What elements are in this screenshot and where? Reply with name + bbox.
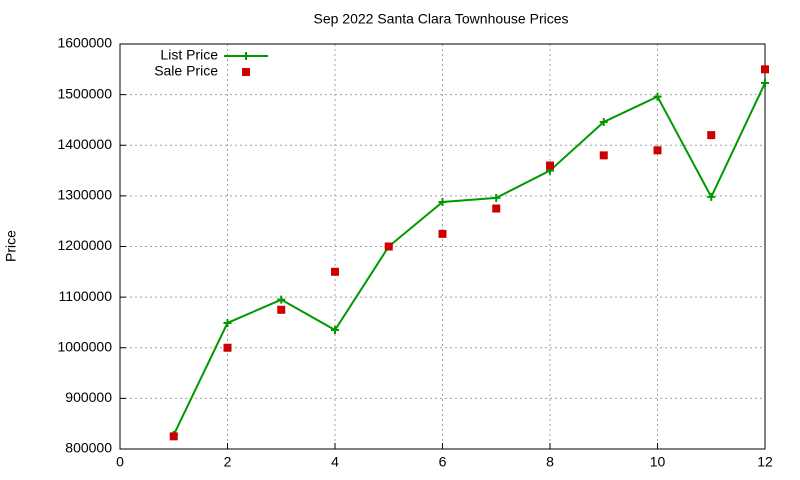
- y-axis-label: Price: [3, 230, 19, 262]
- x-tick-label: 8: [546, 454, 554, 470]
- legend-label: List Price: [160, 47, 218, 63]
- point: [707, 131, 716, 140]
- point: [707, 192, 716, 201]
- point: [223, 343, 232, 352]
- x-tick-label: 12: [757, 454, 773, 470]
- x-tick-label: 4: [331, 454, 339, 470]
- point: [492, 193, 501, 202]
- y-tick-label: 1600000: [57, 35, 112, 51]
- y-tick-label: 1500000: [57, 85, 112, 101]
- point: [331, 326, 339, 335]
- point: [277, 295, 286, 304]
- point: [653, 92, 662, 101]
- legend-marker: [242, 52, 250, 60]
- line: [172, 82, 766, 436]
- x-tick-label: 2: [224, 454, 232, 470]
- y-tick-label: 900000: [65, 389, 112, 405]
- point: [653, 146, 662, 155]
- plot-frame: [119, 43, 766, 450]
- point: [492, 204, 501, 213]
- point: [599, 117, 608, 126]
- y-tick-label: 1100000: [59, 288, 113, 304]
- point: [761, 78, 769, 87]
- x-tick-label: 6: [439, 454, 447, 470]
- y-tick-label: 1300000: [57, 187, 112, 203]
- point: [277, 305, 286, 314]
- point: [546, 161, 554, 170]
- x-tick-label: 0: [116, 454, 124, 470]
- point: [384, 242, 393, 251]
- x-tick-label: 10: [650, 454, 666, 470]
- y-tick-label: 1200000: [57, 237, 112, 253]
- point: [169, 432, 178, 441]
- y-tick-label: 1400000: [57, 136, 112, 152]
- legend-label: Sale Price: [154, 63, 218, 79]
- y-tick-label: 800000: [65, 440, 112, 456]
- point: [331, 267, 339, 276]
- legend-marker: [242, 68, 250, 76]
- point: [438, 229, 447, 238]
- point: [761, 65, 769, 74]
- y-tick-label: 1000000: [57, 338, 112, 354]
- point: [223, 318, 232, 327]
- point: [438, 197, 447, 206]
- point: [599, 151, 608, 160]
- chart-title: Sep 2022 Santa Clara Townhouse Prices: [313, 11, 568, 27]
